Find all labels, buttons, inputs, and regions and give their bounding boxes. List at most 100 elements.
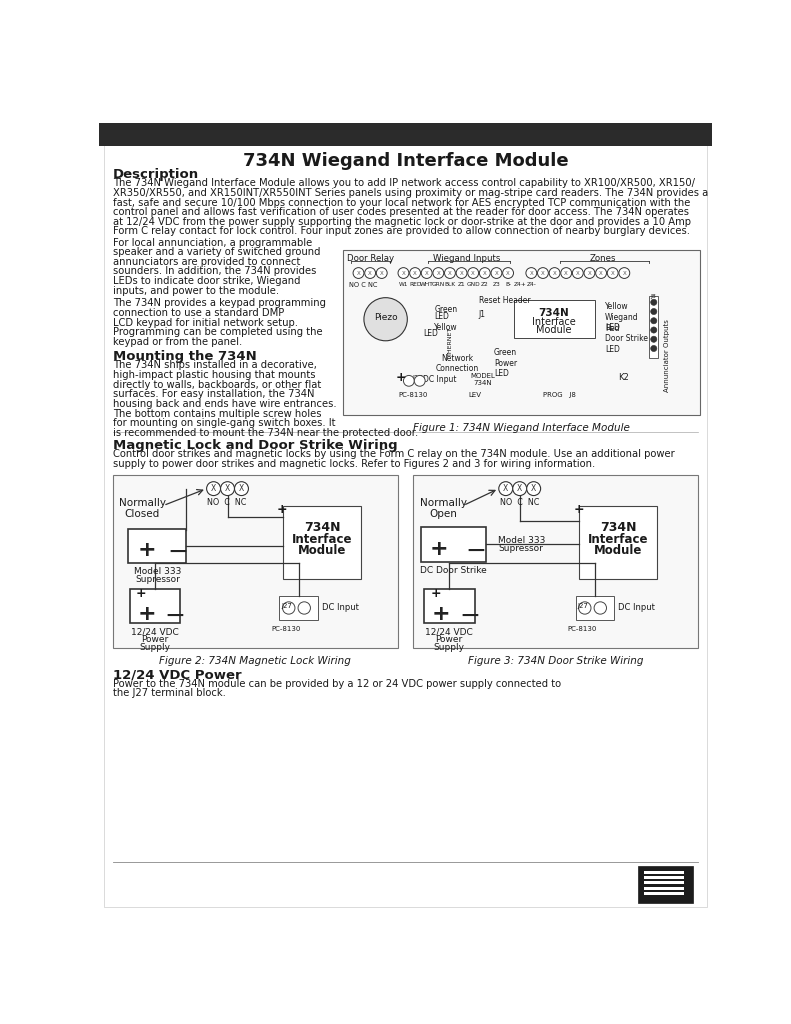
Text: J1: J1 xyxy=(479,310,486,319)
Text: Green
Power
LED: Green Power LED xyxy=(494,348,517,378)
Text: Control door strikes and magnetic locks by using the Form C relay on the 734N mo: Control door strikes and magnetic locks … xyxy=(113,450,675,460)
Text: +: + xyxy=(573,503,584,516)
Text: THERNET: THERNET xyxy=(448,327,452,356)
Text: Module: Module xyxy=(594,544,642,557)
Text: RED: RED xyxy=(409,283,422,288)
Text: PC-8130: PC-8130 xyxy=(399,392,428,398)
Circle shape xyxy=(584,267,595,279)
Text: X: X xyxy=(588,270,592,275)
Text: Yellow: Yellow xyxy=(434,324,458,332)
Text: for mounting on single-gang switch boxes. It: for mounting on single-gang switch boxes… xyxy=(113,418,335,428)
Circle shape xyxy=(573,267,583,279)
Text: housing back and ends have wire entrances.: housing back and ends have wire entrance… xyxy=(113,399,336,409)
Bar xyxy=(644,870,684,873)
Text: Interface: Interface xyxy=(292,532,352,546)
Bar xyxy=(644,876,684,879)
Text: J8: J8 xyxy=(650,294,656,299)
Text: X: X xyxy=(239,484,244,494)
Circle shape xyxy=(538,267,548,279)
Circle shape xyxy=(365,267,376,279)
Circle shape xyxy=(403,376,414,386)
Circle shape xyxy=(398,267,409,279)
Text: J27: J27 xyxy=(413,375,424,381)
Text: K2: K2 xyxy=(618,373,629,382)
Bar xyxy=(579,506,657,579)
Circle shape xyxy=(549,267,560,279)
Circle shape xyxy=(433,267,444,279)
Bar xyxy=(644,892,684,895)
Text: X: X xyxy=(437,270,441,275)
Text: X: X xyxy=(503,484,509,494)
Text: Module: Module xyxy=(298,544,346,557)
Text: 734N Wiegand Interface Module: 734N Wiegand Interface Module xyxy=(243,153,568,170)
Text: X: X xyxy=(531,484,536,494)
Text: LCD keypad for initial network setup.: LCD keypad for initial network setup. xyxy=(113,317,298,328)
Circle shape xyxy=(651,336,657,342)
Circle shape xyxy=(513,481,527,496)
Bar xyxy=(576,596,615,620)
Text: at 12/24 VDC from the power supply supporting the magnetic lock or door-strike a: at 12/24 VDC from the power supply suppo… xyxy=(113,217,691,227)
Text: X: X xyxy=(448,270,452,275)
Text: The 734N Wiegand Interface Module allows you to add IP network access control ca: The 734N Wiegand Interface Module allows… xyxy=(113,178,694,188)
Circle shape xyxy=(491,267,501,279)
Text: −: − xyxy=(465,539,486,562)
Text: W1: W1 xyxy=(399,283,408,288)
Text: 12/24 VDC: 12/24 VDC xyxy=(131,628,179,636)
Text: high-impact plastic housing that mounts: high-impact plastic housing that mounts xyxy=(113,370,316,380)
Text: Supressor: Supressor xyxy=(498,544,543,553)
Text: X: X xyxy=(553,270,556,275)
Text: J27: J27 xyxy=(577,602,588,608)
Text: The 734N ships installed in a decorative,: The 734N ships installed in a decorative… xyxy=(113,360,316,371)
Text: INSTALLATION GUIDE: INSTALLATION GUIDE xyxy=(307,128,505,146)
Text: fast, safe and secure 10/100 Mbps connection to your local network for AES encry: fast, safe and secure 10/100 Mbps connec… xyxy=(113,198,691,208)
Text: directly to walls, backboards, or other flat: directly to walls, backboards, or other … xyxy=(113,380,321,390)
Text: Model 333: Model 333 xyxy=(498,537,545,546)
Text: X: X xyxy=(623,270,626,275)
Circle shape xyxy=(298,602,310,614)
Bar xyxy=(425,589,475,624)
Text: 12/24 VDC: 12/24 VDC xyxy=(426,628,473,636)
Text: The 734N provides a keypad programming: The 734N provides a keypad programming xyxy=(113,298,326,308)
Text: X: X xyxy=(380,270,384,275)
Circle shape xyxy=(414,376,425,386)
Text: +: + xyxy=(432,604,451,625)
Text: +: + xyxy=(277,503,288,516)
Text: X: X xyxy=(529,270,533,275)
Text: For local annunciation, a programmable: For local annunciation, a programmable xyxy=(113,238,312,248)
Text: Power to the 734N module can be provided by a 12 or 24 VDC power supply connecte: Power to the 734N module can be provided… xyxy=(113,679,561,689)
Text: connection to use a standard DMP: connection to use a standard DMP xyxy=(113,308,284,318)
Text: DC Input: DC Input xyxy=(618,602,655,611)
Text: ®: ® xyxy=(665,873,672,880)
Circle shape xyxy=(377,267,387,279)
Circle shape xyxy=(499,481,513,496)
Text: Supressor: Supressor xyxy=(135,574,180,584)
Text: X: X xyxy=(541,270,545,275)
Text: 12/24 VDC Power: 12/24 VDC Power xyxy=(113,668,241,681)
Text: Wiegand Inputs: Wiegand Inputs xyxy=(433,254,501,263)
Text: sounders. In addition, the 734N provides: sounders. In addition, the 734N provides xyxy=(113,266,316,276)
Text: DC Input: DC Input xyxy=(423,375,456,384)
Bar xyxy=(128,528,187,563)
Text: X: X xyxy=(600,270,603,275)
Text: MODEL
734N: MODEL 734N xyxy=(470,373,495,386)
Text: Normally
Open: Normally Open xyxy=(420,498,467,519)
Circle shape xyxy=(651,317,657,324)
Text: −: − xyxy=(167,541,188,564)
Text: surfaces. For easy installation, the 734N: surfaces. For easy installation, the 734… xyxy=(113,389,314,399)
Text: LEV: LEV xyxy=(468,392,482,398)
Circle shape xyxy=(596,267,607,279)
Text: GND: GND xyxy=(467,283,480,288)
Text: Reset Header: Reset Header xyxy=(479,296,530,305)
Text: DC Door Strike: DC Door Strike xyxy=(420,565,486,574)
Text: XR350/XR550, and XR150INT/XR550INT Series panels using proximity or mag-stripe c: XR350/XR550, and XR150INT/XR550INT Serie… xyxy=(113,188,708,198)
Text: Figure 1: 734N Wiegand Interface Module: Figure 1: 734N Wiegand Interface Module xyxy=(413,423,630,433)
Text: X: X xyxy=(611,270,615,275)
Text: +: + xyxy=(430,539,448,559)
Bar xyxy=(113,475,398,648)
Text: the J27 terminal block.: the J27 terminal block. xyxy=(113,688,225,698)
Text: BLK: BLK xyxy=(445,283,456,288)
Text: keypad or from the panel.: keypad or from the panel. xyxy=(113,337,242,347)
Circle shape xyxy=(578,602,591,614)
Circle shape xyxy=(651,327,657,333)
Circle shape xyxy=(479,267,490,279)
